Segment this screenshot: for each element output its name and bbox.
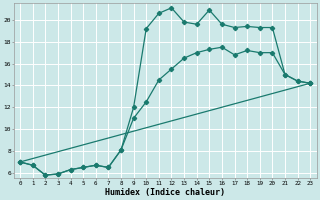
X-axis label: Humidex (Indice chaleur): Humidex (Indice chaleur) (105, 188, 225, 197)
